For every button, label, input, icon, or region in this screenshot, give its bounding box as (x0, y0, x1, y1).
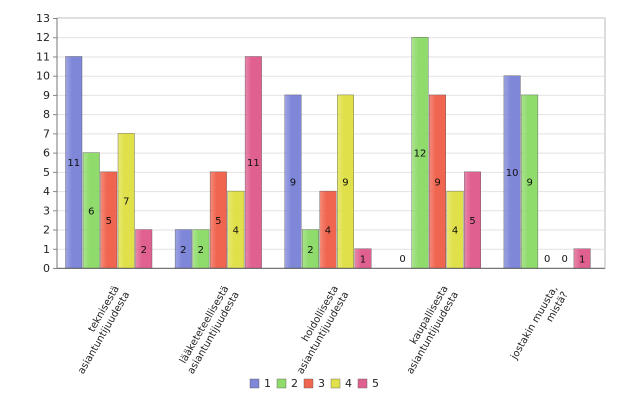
y-tick-label: 7 (43, 127, 50, 140)
bar (65, 56, 83, 269)
data-label: 2 (307, 245, 313, 256)
bar (446, 190, 464, 269)
legend-label: 1 (264, 377, 271, 390)
data-label: 2 (198, 245, 204, 256)
legend-swatch (330, 378, 341, 389)
category-label: hoidollisestaasiantuntijuudesta (285, 284, 351, 376)
legend-swatch (249, 378, 260, 389)
data-label: 4 (452, 226, 458, 237)
bar (209, 171, 227, 269)
data-label: 11 (67, 158, 80, 169)
data-label: 1 (360, 254, 366, 265)
data-label: 9 (526, 177, 532, 188)
bar (319, 190, 337, 269)
data-label: 6 (88, 206, 94, 217)
bar (117, 133, 135, 269)
bar (192, 229, 210, 269)
bar (174, 229, 192, 269)
bar (503, 75, 521, 269)
y-tick-label: 11 (36, 50, 50, 63)
bar (100, 171, 118, 269)
bar (573, 248, 591, 269)
y-tick-label: 5 (43, 166, 50, 179)
data-label: 5 (106, 216, 112, 227)
legend-swatch (357, 378, 368, 389)
legend-label: 3 (318, 377, 325, 390)
bar (337, 94, 354, 269)
data-label: 7 (123, 197, 129, 208)
data-label: 0 (544, 254, 550, 265)
bar (429, 94, 446, 269)
bar (302, 229, 319, 269)
data-label: 0 (561, 254, 567, 265)
bar (354, 248, 372, 269)
y-tick-label: 2 (43, 224, 50, 237)
bar (227, 190, 245, 269)
category-label: lääketeteellisestäasiantuntijuudesta (175, 284, 241, 376)
data-label: 10 (506, 168, 519, 179)
y-tick-label: 9 (43, 89, 50, 102)
data-label: 5 (469, 216, 475, 227)
legend-label: 5 (372, 377, 379, 390)
legend-label: 4 (345, 377, 352, 390)
category-label: teknisestäasiantuntijuudesta (66, 284, 132, 376)
legend-label: 2 (291, 377, 298, 390)
data-label: 11 (247, 158, 260, 169)
category-label: jostakin muusta,mistä? (509, 284, 571, 368)
legend-swatch (303, 378, 314, 389)
bar (244, 56, 262, 269)
data-label: 2 (141, 245, 147, 256)
data-label: 0 (399, 254, 405, 265)
data-label: 4 (233, 226, 239, 237)
bar (284, 94, 302, 269)
y-tick-label: 3 (43, 204, 50, 217)
bar (464, 171, 481, 269)
y-tick-label: 12 (36, 31, 50, 44)
data-label: 2 (180, 245, 186, 256)
y-tick-label: 13 (36, 12, 50, 25)
y-tick-label: 8 (43, 108, 50, 121)
y-tick-label: 1 (43, 243, 50, 256)
data-label: 1 (579, 254, 585, 265)
category-label: kaupallisestaasiantuntijuudesta (395, 284, 461, 376)
data-label: 9 (290, 177, 296, 188)
y-tick-label: 10 (36, 70, 50, 83)
bar (411, 37, 429, 269)
data-label: 9 (434, 177, 440, 188)
data-label: 5 (215, 216, 221, 227)
bar (82, 152, 100, 269)
data-label: 12 (414, 149, 427, 160)
bar (521, 94, 539, 269)
y-tick-label: 0 (43, 262, 50, 275)
bar (135, 229, 153, 269)
y-tick-label: 6 (43, 147, 50, 160)
legend-swatch (276, 378, 287, 389)
y-tick-label: 4 (43, 185, 50, 198)
data-label: 4 (325, 226, 331, 237)
data-label: 9 (342, 177, 348, 188)
